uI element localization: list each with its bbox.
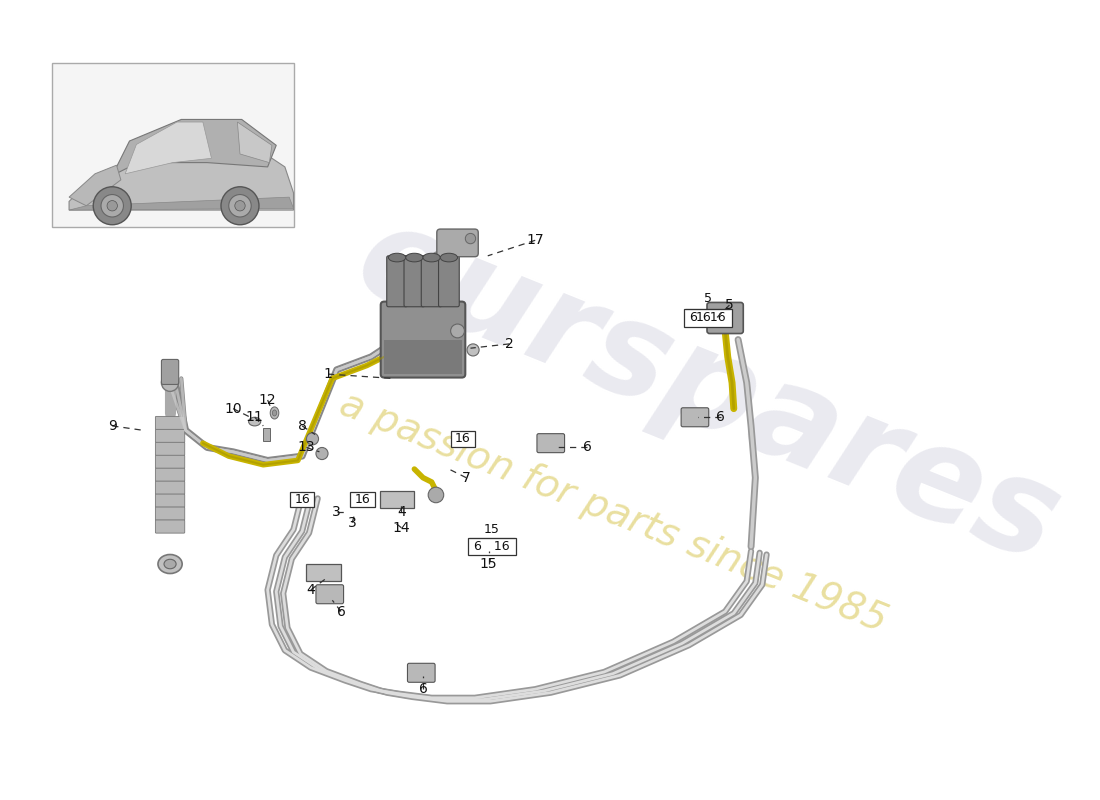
Text: 4: 4 <box>307 583 316 597</box>
Bar <box>684 310 732 326</box>
Text: 6: 6 <box>337 605 345 618</box>
FancyBboxPatch shape <box>316 585 343 604</box>
Circle shape <box>468 344 480 356</box>
Circle shape <box>451 324 464 338</box>
Bar <box>468 538 516 555</box>
Polygon shape <box>69 197 294 210</box>
Bar <box>263 428 271 441</box>
Text: 5: 5 <box>725 298 734 312</box>
Text: 15: 15 <box>484 523 500 536</box>
FancyBboxPatch shape <box>155 455 185 468</box>
Circle shape <box>316 447 328 459</box>
Text: 16: 16 <box>295 493 310 506</box>
Text: 13: 13 <box>298 441 316 454</box>
Polygon shape <box>69 165 121 206</box>
FancyBboxPatch shape <box>379 490 415 508</box>
Polygon shape <box>69 146 294 210</box>
Ellipse shape <box>158 554 183 574</box>
FancyBboxPatch shape <box>307 564 341 582</box>
Bar <box>290 491 315 507</box>
Ellipse shape <box>273 410 277 416</box>
Ellipse shape <box>249 418 261 426</box>
Text: 5: 5 <box>704 293 712 306</box>
Circle shape <box>428 487 443 502</box>
Text: 16: 16 <box>695 311 712 325</box>
FancyBboxPatch shape <box>155 520 185 533</box>
Circle shape <box>307 433 319 445</box>
Ellipse shape <box>271 407 278 419</box>
Circle shape <box>234 201 245 211</box>
Ellipse shape <box>406 254 424 262</box>
Text: 6: 6 <box>583 441 592 454</box>
Text: 1: 1 <box>323 367 332 381</box>
Text: 3: 3 <box>332 506 341 519</box>
FancyBboxPatch shape <box>155 494 185 507</box>
FancyBboxPatch shape <box>407 663 436 682</box>
Circle shape <box>94 186 131 225</box>
Text: 9: 9 <box>108 419 117 433</box>
FancyBboxPatch shape <box>404 256 425 306</box>
Text: 6: 6 <box>419 682 428 696</box>
FancyBboxPatch shape <box>155 507 185 520</box>
Text: 2: 2 <box>505 337 514 351</box>
Text: 6   16: 6 16 <box>474 540 510 554</box>
Bar <box>52 63 294 227</box>
FancyBboxPatch shape <box>162 359 178 385</box>
Bar <box>451 431 475 446</box>
Text: 6   16: 6 16 <box>690 311 726 325</box>
Text: 6: 6 <box>716 410 725 424</box>
Polygon shape <box>112 119 276 175</box>
Text: eurspares: eurspares <box>339 193 1077 590</box>
Circle shape <box>107 201 118 211</box>
FancyBboxPatch shape <box>537 434 564 453</box>
FancyBboxPatch shape <box>437 229 478 257</box>
Polygon shape <box>125 122 211 174</box>
FancyBboxPatch shape <box>387 256 407 306</box>
Bar <box>692 310 716 326</box>
FancyBboxPatch shape <box>681 408 708 426</box>
Bar <box>351 491 375 507</box>
FancyBboxPatch shape <box>155 481 185 494</box>
FancyBboxPatch shape <box>439 256 460 306</box>
Ellipse shape <box>164 559 176 569</box>
Text: 11: 11 <box>245 410 264 424</box>
FancyBboxPatch shape <box>155 442 185 455</box>
Text: 16: 16 <box>454 432 471 446</box>
Text: 16: 16 <box>354 493 371 506</box>
Circle shape <box>221 186 258 225</box>
Circle shape <box>162 374 178 391</box>
Ellipse shape <box>440 254 458 262</box>
FancyBboxPatch shape <box>381 302 465 378</box>
Circle shape <box>229 194 251 217</box>
Text: 3: 3 <box>348 515 356 530</box>
Text: 4: 4 <box>397 506 406 519</box>
Ellipse shape <box>388 254 406 262</box>
Text: 7: 7 <box>462 470 471 485</box>
Polygon shape <box>238 122 272 162</box>
Text: 12: 12 <box>258 393 276 407</box>
Text: 8: 8 <box>298 419 307 433</box>
FancyBboxPatch shape <box>155 468 185 482</box>
Text: 15: 15 <box>480 557 497 571</box>
FancyBboxPatch shape <box>155 417 185 430</box>
Text: 14: 14 <box>393 521 410 534</box>
FancyBboxPatch shape <box>384 339 462 374</box>
FancyBboxPatch shape <box>155 430 185 442</box>
FancyBboxPatch shape <box>421 256 442 306</box>
FancyBboxPatch shape <box>707 302 744 334</box>
Circle shape <box>465 234 475 244</box>
Text: 17: 17 <box>527 234 544 247</box>
Text: a passion for parts since 1985: a passion for parts since 1985 <box>333 385 892 640</box>
Ellipse shape <box>424 254 440 262</box>
Circle shape <box>101 194 123 217</box>
Text: 10: 10 <box>224 402 242 416</box>
